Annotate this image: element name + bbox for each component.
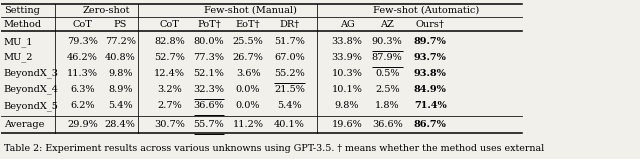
Text: 82.8%: 82.8% [154, 37, 185, 46]
Text: 86.7%: 86.7% [414, 120, 447, 129]
Text: 30.7%: 30.7% [154, 120, 185, 129]
Text: 93.8%: 93.8% [414, 69, 447, 78]
Text: 77.2%: 77.2% [105, 37, 136, 46]
Text: 67.0%: 67.0% [274, 53, 305, 62]
Text: 55.2%: 55.2% [274, 69, 305, 78]
Text: 90.3%: 90.3% [372, 37, 403, 46]
Text: BeyondX_5: BeyondX_5 [4, 101, 58, 111]
Text: Zero-shot: Zero-shot [83, 6, 130, 15]
Text: 3.6%: 3.6% [236, 69, 260, 78]
Text: MU_2: MU_2 [4, 53, 33, 62]
Text: 0.0%: 0.0% [236, 85, 260, 94]
Text: 71.4%: 71.4% [414, 101, 447, 110]
Text: 5.4%: 5.4% [277, 101, 302, 110]
Text: 87.9%: 87.9% [372, 53, 403, 62]
Text: PoT†: PoT† [197, 20, 221, 28]
Text: CoT: CoT [72, 20, 92, 28]
Text: DR†: DR† [280, 20, 300, 28]
Text: 33.8%: 33.8% [332, 37, 362, 46]
Text: 21.5%: 21.5% [274, 85, 305, 94]
Text: 9.8%: 9.8% [335, 101, 359, 110]
Text: 52.7%: 52.7% [154, 53, 185, 62]
Text: AZ: AZ [380, 20, 394, 28]
Text: Method: Method [4, 20, 42, 28]
Text: Few-shot (Automatic): Few-shot (Automatic) [372, 6, 479, 15]
Text: 2.7%: 2.7% [157, 101, 182, 110]
Text: 19.6%: 19.6% [332, 120, 362, 129]
Text: Few-shot (Manual): Few-shot (Manual) [204, 6, 297, 15]
Text: 36.6%: 36.6% [194, 101, 225, 110]
Text: 10.1%: 10.1% [332, 85, 362, 94]
Text: 89.7%: 89.7% [414, 37, 447, 46]
Text: 32.3%: 32.3% [193, 85, 225, 94]
Text: BeyondX_3: BeyondX_3 [4, 69, 59, 78]
Text: CoT: CoT [159, 20, 179, 28]
Text: 55.7%: 55.7% [194, 120, 225, 129]
Text: 93.7%: 93.7% [414, 53, 447, 62]
Text: 5.4%: 5.4% [108, 101, 132, 110]
Text: 10.3%: 10.3% [332, 69, 362, 78]
Text: 33.9%: 33.9% [332, 53, 362, 62]
Text: Setting: Setting [4, 6, 40, 15]
Text: AG: AG [340, 20, 355, 28]
Text: EoT†: EoT† [236, 20, 260, 28]
Text: Ours†: Ours† [416, 20, 445, 28]
Text: 40.1%: 40.1% [274, 120, 305, 129]
Text: Table 2: Experiment results across various unknowns using GPT-3.5. † means wheth: Table 2: Experiment results across vario… [4, 144, 544, 153]
Text: 52.1%: 52.1% [193, 69, 225, 78]
Text: 2.5%: 2.5% [375, 85, 399, 94]
Text: 9.8%: 9.8% [108, 69, 132, 78]
Text: 51.7%: 51.7% [274, 37, 305, 46]
Text: 6.3%: 6.3% [70, 85, 95, 94]
Text: 26.7%: 26.7% [233, 53, 264, 62]
Text: 25.5%: 25.5% [233, 37, 264, 46]
Text: BeyondX_4: BeyondX_4 [4, 85, 59, 94]
Text: 6.2%: 6.2% [70, 101, 95, 110]
Text: PS: PS [113, 20, 127, 28]
Text: MU_1: MU_1 [4, 37, 33, 47]
Text: 11.3%: 11.3% [67, 69, 98, 78]
Text: 46.2%: 46.2% [67, 53, 98, 62]
Text: 11.2%: 11.2% [232, 120, 264, 129]
Text: 80.0%: 80.0% [194, 37, 225, 46]
Text: 84.9%: 84.9% [414, 85, 447, 94]
Text: 1.8%: 1.8% [375, 101, 399, 110]
Text: 0.0%: 0.0% [236, 101, 260, 110]
Text: 29.9%: 29.9% [67, 120, 98, 129]
Text: 40.8%: 40.8% [105, 53, 136, 62]
Text: 0.5%: 0.5% [375, 69, 399, 78]
Text: 28.4%: 28.4% [105, 120, 136, 129]
Text: 79.3%: 79.3% [67, 37, 98, 46]
Text: 36.6%: 36.6% [372, 120, 403, 129]
Text: 12.4%: 12.4% [154, 69, 185, 78]
Text: 3.2%: 3.2% [157, 85, 182, 94]
Text: 8.9%: 8.9% [108, 85, 132, 94]
Text: 77.3%: 77.3% [193, 53, 225, 62]
Text: Average: Average [4, 120, 44, 129]
